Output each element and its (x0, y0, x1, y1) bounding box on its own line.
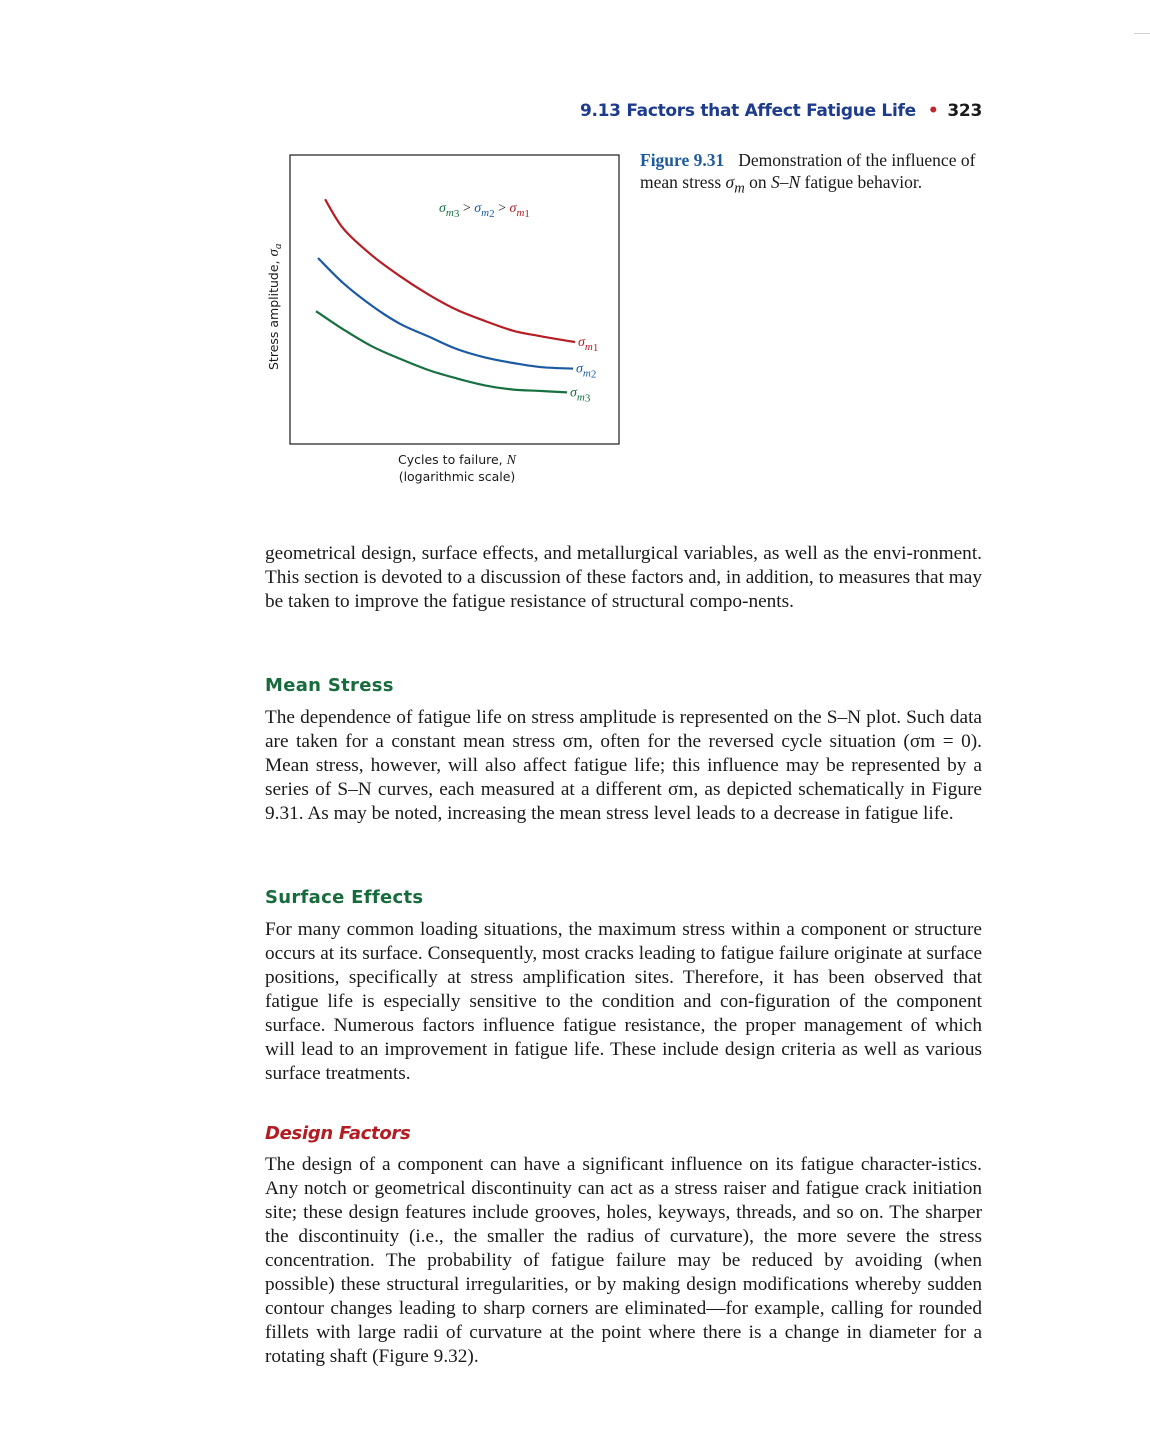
caption-sn: S–N (770, 172, 801, 192)
caption-text-part: Demonstration of the influence of mean s… (640, 150, 976, 192)
corner-crop-mark (1134, 33, 1150, 34)
caption-text-part: fatigue behavior. (800, 172, 923, 192)
annotation-gt: > (459, 201, 474, 216)
sn-curve-sigma-m3 (315, 310, 568, 394)
running-head-section: 9.13 Factors that Affect Fatigue Life (579, 101, 916, 121)
annotation-sigma-m1: σm1 (510, 201, 530, 220)
series-label-sigma-m1: σm1 (578, 335, 598, 354)
heading-surface-effects: Surface Effects (265, 887, 424, 908)
sn-curve-sigma-m1 (324, 198, 576, 344)
heading-mean-stress: Mean Stress (265, 675, 394, 696)
annotation-sigma-m3: σm3 (439, 201, 460, 220)
caption-text-part: on (744, 172, 771, 192)
mean-stress-paragraph: The dependence of fatigue life on stress… (265, 707, 982, 824)
series-label-sigma-m2: σm2 (576, 362, 596, 381)
intro-paragraph: geometrical design, surface effects, and… (265, 543, 982, 612)
series-annotation: σm3 > σm2 > σm1 (439, 201, 530, 220)
sn-chart: σm1 σm2 σm3 σm3 > σm2 > σm1 Stress amplitu… (266, 154, 620, 484)
running-head: 9.13 Factors that Affect Fatigue Life • 32… (580, 101, 982, 121)
caption-sigma: σ (725, 172, 735, 192)
design-factors-paragraph: The design of a component can have a sig… (265, 1154, 982, 1367)
x-axis-label-line2: (logarithmic scale) (399, 469, 516, 484)
figure-label: Figure 9.31 (640, 150, 725, 170)
caption-sigma-sub: m (734, 180, 745, 197)
sn-curve-sigma-m2 (317, 257, 574, 370)
figure-caption: Figure 9.31 Demonstration of the influenc… (640, 149, 980, 200)
series-label-sigma-m3: σm3 (570, 385, 591, 404)
curves-layer: σm1 σm2 σm3 (315, 198, 598, 404)
x-axis-label-line1: Cycles to failure, N (398, 452, 517, 468)
annotation-gt: > (495, 201, 510, 216)
running-head-bullet: • (927, 101, 939, 121)
page-number: 323 (947, 101, 982, 121)
annotation-sigma-m2: σm2 (474, 201, 494, 220)
subheading-design-factors: Design Factors (265, 1123, 411, 1144)
surface-effects-paragraph: For many common loading situations, the … (265, 919, 982, 1084)
plot-frame (289, 154, 620, 445)
y-axis-label: Stress amplitude, σa (266, 243, 284, 370)
